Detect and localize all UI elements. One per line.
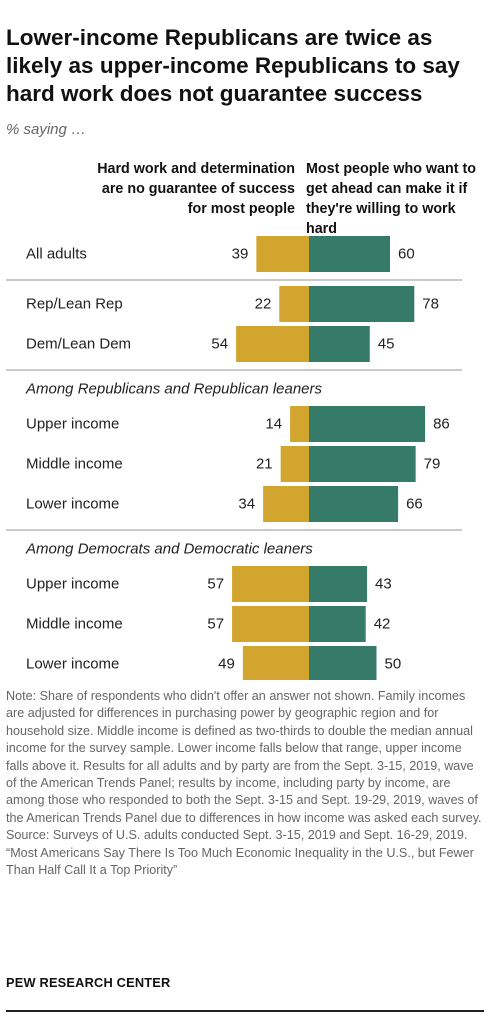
value-label-left: 34 <box>238 496 255 513</box>
source-text: Source: Surveys of U.S. adults conducted… <box>6 828 468 843</box>
bar-left <box>263 486 309 522</box>
bar-left <box>279 286 309 322</box>
bottom-rule <box>6 1010 484 1012</box>
bar-right <box>309 646 377 680</box>
category-label: Upper income <box>26 416 119 433</box>
value-label-left: 14 <box>265 416 282 433</box>
diverging-bar-chart: All adults 39 60 Rep/Lean Rep 22 78 Dem/Lean D… <box>6 236 462 680</box>
category-label: Lower income <box>26 656 119 673</box>
value-label-left: 57 <box>207 576 224 593</box>
category-label: Middle income <box>26 456 123 473</box>
value-label-left: 54 <box>211 336 228 353</box>
value-label-right: 45 <box>378 336 395 353</box>
value-label-right: 78 <box>422 296 439 313</box>
value-label-right: 60 <box>398 246 415 263</box>
bar-right <box>309 606 366 642</box>
bar-right <box>309 286 415 322</box>
bar-left <box>232 566 309 602</box>
value-label-left: 22 <box>255 296 272 313</box>
value-label-right: 79 <box>424 456 441 473</box>
bar-left <box>256 236 309 272</box>
value-label-left: 49 <box>218 656 235 673</box>
bar-left <box>236 326 309 362</box>
value-label-right: 66 <box>406 496 423 513</box>
category-label: Dem/Lean Dem <box>26 336 131 353</box>
bar-left <box>290 406 309 442</box>
bar-left <box>280 446 309 482</box>
column-header-left: Hard work and determination are no guara… <box>97 161 295 217</box>
bar-right <box>309 446 416 482</box>
bar-right <box>309 236 390 272</box>
bar-right <box>309 406 426 442</box>
bar-left <box>232 606 309 642</box>
category-label: Lower income <box>26 496 119 513</box>
chart-subtitle: % saying … <box>6 121 87 138</box>
category-label: Middle income <box>26 616 123 633</box>
value-label-left: 39 <box>232 246 249 263</box>
value-label-right: 86 <box>433 416 450 433</box>
group-heading-label: Among Democrats and Democratic leaners <box>25 541 313 558</box>
bar-right <box>309 566 368 602</box>
category-label: Upper income <box>26 576 119 593</box>
bar-left <box>242 646 309 680</box>
value-label-left: 57 <box>207 616 224 633</box>
brand-label: PEW RESEARCH CENTER <box>6 975 171 990</box>
notes-block: Note: Share of respondents who didn't of… <box>6 688 486 879</box>
bar-right <box>309 486 399 522</box>
bar-right <box>309 326 370 362</box>
value-label-right: 50 <box>385 656 402 673</box>
chart-title: Lower-income Republicans are twice as li… <box>6 25 460 106</box>
value-label-left: 21 <box>256 456 273 473</box>
category-label: All adults <box>26 246 87 263</box>
value-label-right: 42 <box>374 616 391 633</box>
note-text: Note: Share of respondents who didn't of… <box>6 689 482 825</box>
report-title-text: “Most Americans Say There Is Too Much Ec… <box>6 845 474 878</box>
value-label-right: 43 <box>375 576 392 593</box>
column-header-right: Most people who want to get ahead can ma… <box>306 161 476 237</box>
group-heading-label: Among Republicans and Republican leaners <box>25 381 323 398</box>
category-label: Rep/Lean Rep <box>26 296 123 313</box>
